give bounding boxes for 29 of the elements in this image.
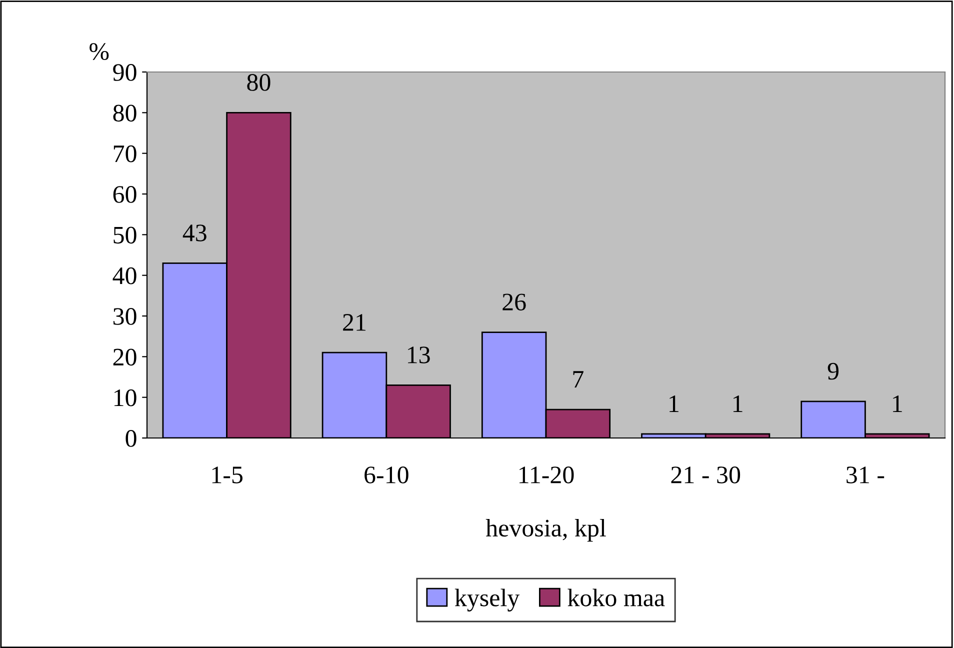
legend-label: koko maa: [568, 588, 665, 606]
data-label: 7: [573, 371, 584, 388]
y-tick-label: 40: [112, 267, 136, 284]
x-axis-title: hevosia, kpl: [486, 519, 606, 542]
y-tick-label: 30: [113, 308, 136, 325]
data-label: 80: [247, 74, 270, 91]
y-tick-label: 50: [114, 226, 136, 244]
data-label: 9: [828, 362, 839, 380]
data-label: 21: [343, 314, 366, 331]
y-tick-label: 20: [113, 348, 136, 366]
x-tick-label: 6-10: [364, 466, 408, 484]
y-tick-label: 70: [114, 145, 136, 162]
data-label: 1: [893, 395, 902, 412]
y-tick-label: 80: [113, 104, 136, 122]
data-label: 1: [670, 395, 678, 412]
data-label: 13: [408, 346, 430, 364]
x-tick-label: 31 -: [846, 466, 884, 484]
x-tick-label: 21 - 30: [671, 466, 740, 484]
data-label: 26: [502, 294, 526, 311]
y-tick-label: 10: [114, 389, 136, 406]
y-tick-label: 90: [113, 64, 136, 81]
y-tick-label: 0: [126, 430, 136, 447]
data-label: 1: [733, 395, 742, 412]
x-tick-label: 11-20: [520, 466, 574, 484]
data-label: 43: [182, 224, 206, 242]
y-tick-label: 60: [113, 186, 136, 203]
legend-label: kysely: [454, 588, 520, 612]
y-axis-title: %: [90, 43, 109, 60]
x-tick-label: 1-5: [212, 466, 242, 484]
